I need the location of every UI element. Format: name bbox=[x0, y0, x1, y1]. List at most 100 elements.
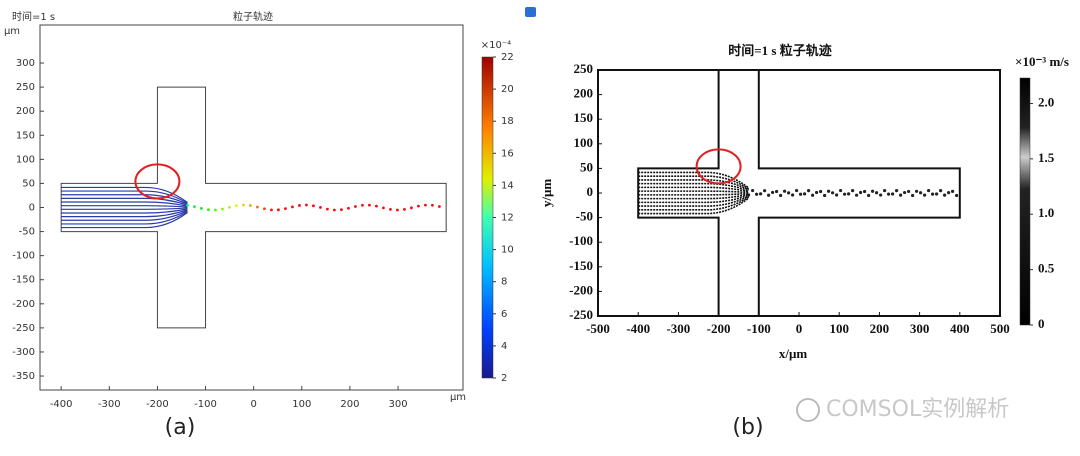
particle bbox=[354, 205, 357, 208]
colorbar-tick-label: 18 bbox=[501, 116, 514, 127]
particle bbox=[831, 191, 835, 195]
x-tick-label: -300 bbox=[98, 399, 121, 410]
colorbar bbox=[1019, 77, 1031, 326]
particle bbox=[751, 188, 755, 193]
x-tick-label: 100 bbox=[829, 321, 849, 336]
particle bbox=[947, 190, 951, 195]
particle bbox=[895, 189, 899, 193]
plot-frame bbox=[597, 69, 1001, 317]
particle bbox=[827, 189, 831, 193]
particle bbox=[883, 188, 887, 193]
x-tick-label: -100 bbox=[194, 399, 217, 410]
y-tick-label: 150 bbox=[16, 130, 35, 141]
trajectory bbox=[638, 195, 749, 207]
y-tick-label: 0 bbox=[587, 184, 594, 199]
trajectory bbox=[638, 175, 750, 190]
particle bbox=[305, 203, 308, 207]
colorbar-tick-label: 8 bbox=[501, 277, 507, 288]
particle bbox=[410, 206, 413, 210]
colorbar bbox=[481, 56, 494, 379]
particle bbox=[214, 208, 217, 212]
particle bbox=[795, 188, 799, 193]
particle bbox=[943, 193, 947, 197]
x-tick-label: -200 bbox=[707, 321, 731, 336]
y-tick-label: -250 bbox=[569, 307, 593, 322]
chart: -500 -400 -300 -200 -100 0 100 200 300 400 500-250… bbox=[539, 43, 1069, 361]
x-tick-label: -400 bbox=[50, 399, 73, 410]
y-tick-label: 300 bbox=[16, 58, 35, 69]
particle bbox=[839, 188, 843, 193]
particle bbox=[791, 193, 795, 197]
trajectory bbox=[61, 186, 188, 203]
particle bbox=[859, 190, 863, 195]
x-tick-label: 300 bbox=[388, 399, 407, 410]
particle bbox=[919, 191, 923, 195]
y-axis-label: y/μm bbox=[539, 179, 554, 207]
particle bbox=[207, 208, 210, 212]
particle bbox=[787, 191, 791, 195]
particle bbox=[361, 203, 364, 207]
y-tick-label: -150 bbox=[569, 258, 593, 273]
particle bbox=[939, 189, 943, 193]
particle bbox=[326, 207, 329, 211]
particle bbox=[431, 203, 434, 207]
particle bbox=[803, 192, 807, 196]
particle bbox=[935, 192, 939, 196]
y-tick-label: 250 bbox=[16, 82, 35, 93]
x-tick-label: 0 bbox=[796, 321, 803, 336]
highlight-circle bbox=[695, 148, 742, 185]
particle bbox=[438, 205, 441, 208]
particle bbox=[403, 207, 406, 211]
highlight-circle bbox=[134, 163, 181, 200]
x-tick-label: -200 bbox=[146, 399, 169, 410]
particle bbox=[347, 206, 350, 210]
y-tick-label: 250 bbox=[574, 61, 594, 76]
trajectory bbox=[638, 171, 750, 189]
chart-title: 时间=1 s 粒子轨迹 bbox=[728, 43, 831, 58]
trajectory bbox=[61, 211, 188, 225]
particle bbox=[775, 189, 779, 194]
particle bbox=[256, 205, 259, 209]
trajectory bbox=[61, 208, 188, 214]
colorbar-tick-label: 22 bbox=[501, 52, 514, 63]
particle bbox=[771, 190, 775, 195]
trajectory bbox=[638, 190, 749, 194]
particle bbox=[417, 204, 420, 208]
particle bbox=[855, 193, 859, 197]
particle bbox=[375, 204, 378, 208]
particle bbox=[221, 207, 224, 211]
trajectory bbox=[61, 205, 188, 208]
y-tick-label: 100 bbox=[574, 135, 594, 150]
y-tick-label: 50 bbox=[580, 159, 593, 174]
particle bbox=[799, 192, 803, 196]
y-tick-label: -250 bbox=[12, 323, 35, 334]
y-tick-label: 100 bbox=[16, 154, 35, 165]
particle bbox=[747, 193, 751, 197]
window-icon bbox=[525, 7, 536, 17]
particle bbox=[815, 190, 819, 195]
particle bbox=[823, 193, 827, 198]
particle bbox=[382, 206, 385, 210]
particle bbox=[193, 205, 196, 209]
particle bbox=[235, 204, 238, 208]
colorbar-tick-label: 16 bbox=[501, 148, 514, 159]
x-tick-label: 300 bbox=[910, 321, 930, 336]
x-tick-label: 400 bbox=[950, 321, 970, 336]
particle bbox=[298, 204, 301, 207]
trajectory bbox=[61, 209, 188, 218]
particle bbox=[875, 191, 879, 195]
particle bbox=[396, 208, 399, 212]
colorbar-tick-label: 10 bbox=[501, 245, 514, 256]
trajectory bbox=[638, 197, 750, 215]
trajectory bbox=[638, 194, 749, 204]
y-tick-label: 200 bbox=[16, 106, 35, 117]
trajectory bbox=[61, 201, 188, 207]
y-tick-label: 0 bbox=[29, 203, 35, 214]
y-tick-label: 200 bbox=[574, 86, 594, 101]
particle bbox=[871, 189, 875, 193]
x-tick-label: -300 bbox=[666, 321, 690, 336]
particle bbox=[284, 207, 287, 211]
colorbar-tick-label: 1.0 bbox=[1038, 205, 1054, 220]
y-tick-label: -100 bbox=[569, 233, 593, 248]
